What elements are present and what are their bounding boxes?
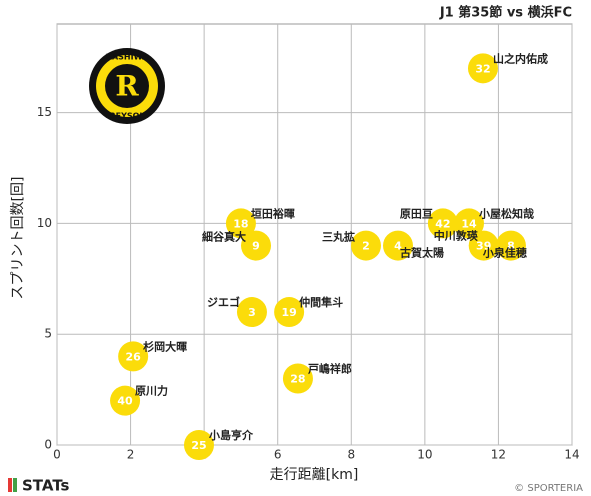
point-label: ジエゴ (207, 295, 240, 309)
point-number: 26 (125, 350, 141, 363)
point-label: 三丸拡 (322, 230, 355, 244)
point-label: 原田亘 (400, 207, 433, 220)
point-label: 小泉佳穂 (482, 246, 527, 260)
y-tick-label: 15 (37, 105, 52, 119)
y-tick-label: 10 (37, 216, 52, 230)
point-number: 18 (233, 217, 248, 230)
logo-bottom: REYSOL (109, 112, 144, 121)
point-number: 3 (248, 306, 256, 319)
point-number: 8 (507, 240, 515, 253)
x-tick-label: 2 (127, 448, 135, 462)
x-tick-label: 14 (564, 448, 579, 462)
point-number: 28 (290, 373, 305, 386)
point-number: 32 (475, 62, 490, 75)
point (241, 230, 272, 261)
x-tick-label: 0 (53, 448, 61, 462)
x-tick-label: 8 (347, 448, 355, 462)
svg-text:R: R (115, 70, 139, 103)
point (383, 230, 414, 261)
team-logo: R KASHIWA REYSOL (89, 48, 165, 124)
point-label: 原川力 (135, 384, 168, 398)
point-label: 細谷真大 (202, 230, 246, 244)
x-tick-label: 6 (274, 448, 282, 462)
point-label: 中川敦瑛 (434, 229, 479, 243)
point-number: 19 (281, 306, 296, 319)
point-number: 39 (476, 240, 491, 253)
point (225, 208, 256, 239)
point (351, 230, 381, 261)
point (468, 230, 499, 261)
y-tick-label: 5 (44, 327, 52, 341)
point-label: 垣田裕暉 (251, 206, 295, 220)
point-label: 古賀太陽 (400, 246, 444, 260)
point (467, 53, 498, 84)
y-tick-label: 0 (44, 438, 52, 452)
point-label: 戸嶋祥郎 (308, 362, 352, 376)
brand: STATs (8, 477, 70, 495)
point-label: 杉岡大暉 (143, 339, 187, 353)
point-number: 9 (252, 240, 260, 253)
brand-text: STATs (22, 477, 70, 495)
point-number: 42 (435, 217, 450, 230)
point-label: 仲間隼斗 (299, 295, 343, 309)
point-number: 25 (191, 439, 206, 452)
point-label: 小島亨介 (208, 428, 254, 442)
x-axis-label: 走行距離[km] (270, 466, 359, 483)
point (282, 363, 313, 394)
point-label: 小屋松知哉 (478, 206, 534, 220)
point (495, 230, 526, 261)
point-label: 山之内佑成 (493, 51, 548, 65)
point (236, 297, 267, 328)
credit: © SPORTERIA (514, 483, 583, 494)
y-axis-label: スプリント回数[回] (10, 177, 26, 300)
logo-top: KASHIWA (106, 53, 149, 62)
point (118, 341, 149, 372)
chart-title: J1 第35節 vs 横浜FC (439, 5, 572, 21)
point (183, 430, 214, 460)
point (454, 208, 484, 239)
point-number: 2 (362, 240, 370, 253)
point-number: 14 (461, 217, 477, 230)
point-number: 4 (394, 240, 402, 253)
point (274, 297, 305, 328)
point (110, 385, 141, 416)
point-number: 40 (117, 395, 133, 408)
x-tick-label: 10 (417, 448, 432, 462)
x-tick-label: 12 (491, 448, 506, 462)
point (427, 208, 458, 239)
